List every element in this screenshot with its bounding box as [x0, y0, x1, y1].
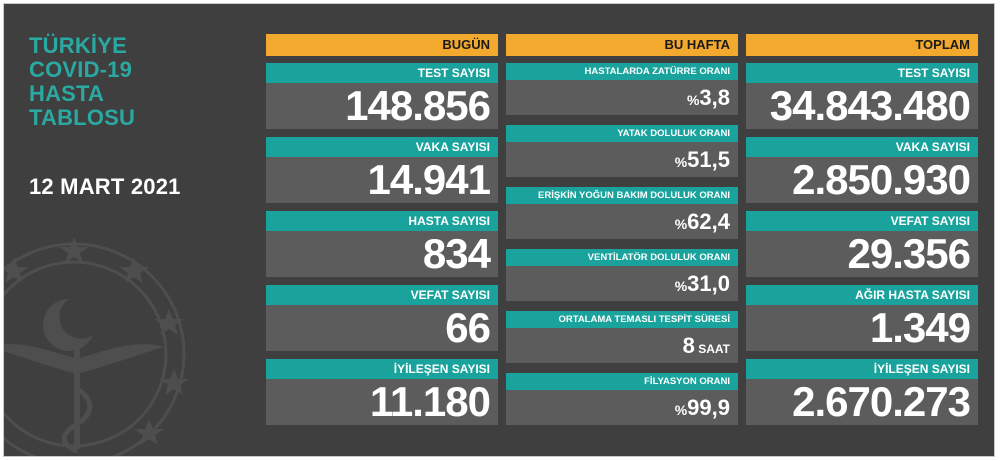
column-bu-hafta: BU HAFTA HASTALARDA ZATÜRRE ORANI %3,8 Y…: [506, 34, 738, 425]
stat-week-contact-trace-time: ORTALAMA TEMASLI TESPİT SÜRESİ 8 SAAT: [506, 311, 738, 363]
stat-label: İYİLEŞEN SAYISI: [746, 359, 978, 379]
stat-total-deaths: VEFAT SAYISI 29.356: [746, 211, 978, 277]
stat-week-icu-occupancy: ERİŞKİN YOĞUN BAKIM DOLULUK ORANI %62,4: [506, 187, 738, 239]
stat-label: HASTA SAYISI: [266, 211, 498, 231]
stat-value: %99,9: [506, 390, 738, 425]
stat-label: VENTİLATÖR DOLULUK ORANI: [506, 249, 738, 266]
stat-total-cases: VAKA SAYISI 2.850.930: [746, 137, 978, 203]
stat-prefix: %: [674, 216, 688, 232]
stat-label: YATAK DOLULUK ORANI: [506, 125, 738, 142]
title-line: HASTA: [29, 81, 105, 106]
stat-number: 3,8: [699, 85, 730, 110]
stat-prefix: %: [686, 92, 700, 108]
stat-value: 34.843.480: [746, 83, 978, 129]
stat-value: 148.856: [266, 83, 498, 129]
stat-week-bed-occupancy: YATAK DOLULUK ORANI %51,5: [506, 125, 738, 177]
stat-total-critical: AĞIR HASTA SAYISI 1.349: [746, 285, 978, 351]
stat-today-test: TEST SAYISI 148.856: [266, 63, 498, 129]
stat-value: %31,0: [506, 266, 738, 301]
stat-label: FİLYASYON ORANI: [506, 373, 738, 390]
stat-value: 2.670.273: [746, 379, 978, 425]
stat-number: 62,4: [687, 209, 730, 234]
stat-number: 8: [682, 333, 695, 358]
stat-value: 14.941: [266, 157, 498, 203]
stat-value: 66: [266, 305, 498, 351]
stat-prefix: %: [674, 154, 688, 170]
title-line: COVID-19: [29, 57, 133, 82]
stat-value: %51,5: [506, 142, 738, 177]
stat-value: 1.349: [746, 305, 978, 351]
stat-value: 29.356: [746, 231, 978, 277]
stat-label: AĞIR HASTA SAYISI: [746, 285, 978, 305]
stat-today-deaths: VEFAT SAYISI 66: [266, 285, 498, 351]
stat-label: VEFAT SAYISI: [746, 211, 978, 231]
stat-label: ERİŞKİN YOĞUN BAKIM DOLULUK ORANI: [506, 187, 738, 204]
stat-label: VAKA SAYISI: [746, 137, 978, 157]
stat-label: İYİLEŞEN SAYISI: [266, 359, 498, 379]
stat-prefix: %: [674, 402, 688, 418]
stat-number: 31,0: [687, 271, 730, 296]
stat-label: TEST SAYISI: [746, 63, 978, 83]
column-bugun: BUGÜN TEST SAYISI 148.856 VAKA SAYISI 14…: [266, 34, 498, 425]
stat-unit: SAAT: [694, 342, 730, 356]
stat-number: 51,5: [687, 147, 730, 172]
stat-today-recovered: İYİLEŞEN SAYISI 11.180: [266, 359, 498, 425]
stat-week-pneumonia-rate: HASTALARDA ZATÜRRE ORANI %3,8: [506, 63, 738, 115]
title-line: TÜRKİYE: [29, 33, 127, 58]
stat-label: VEFAT SAYISI: [266, 285, 498, 305]
stat-value: %62,4: [506, 204, 738, 239]
page-title: TÜRKİYE COVID-19 HASTA TABLOSU: [29, 34, 135, 130]
title-line: TABLOSU: [29, 105, 136, 130]
stat-value: 8 SAAT: [506, 328, 738, 363]
column-header-bu-hafta: BU HAFTA: [506, 34, 738, 56]
stat-value: 2.850.930: [746, 157, 978, 203]
stat-total-recovered: İYİLEŞEN SAYISI 2.670.273: [746, 359, 978, 425]
stat-value: 834: [266, 231, 498, 277]
report-date: 12 MART 2021: [29, 174, 181, 199]
stat-today-patients: HASTA SAYISI 834: [266, 211, 498, 277]
stat-label: TEST SAYISI: [266, 63, 498, 83]
stat-label: VAKA SAYISI: [266, 137, 498, 157]
ministry-of-health-emblem-icon: [4, 237, 189, 456]
stat-prefix: %: [674, 278, 688, 294]
stat-label: HASTALARDA ZATÜRRE ORANI: [506, 63, 738, 80]
stat-week-filiation-rate: FİLYASYON ORANI %99,9: [506, 373, 738, 425]
covid-table-board: TÜRKİYE COVID-19 HASTA TABLOSU 12 MART 2…: [3, 3, 995, 457]
stat-number: 99,9: [687, 395, 730, 420]
stat-week-ventilator-occupancy: VENTİLATÖR DOLULUK ORANI %31,0: [506, 249, 738, 301]
stat-value: %3,8: [506, 80, 738, 115]
column-header-toplam: TOPLAM: [746, 34, 978, 56]
stat-total-test: TEST SAYISI 34.843.480: [746, 63, 978, 129]
stat-label: ORTALAMA TEMASLI TESPİT SÜRESİ: [506, 311, 738, 328]
column-header-bugun: BUGÜN: [266, 34, 498, 56]
stat-today-cases: VAKA SAYISI 14.941: [266, 137, 498, 203]
stat-value: 11.180: [266, 379, 498, 425]
column-toplam: TOPLAM TEST SAYISI 34.843.480 VAKA SAYIS…: [746, 34, 978, 425]
